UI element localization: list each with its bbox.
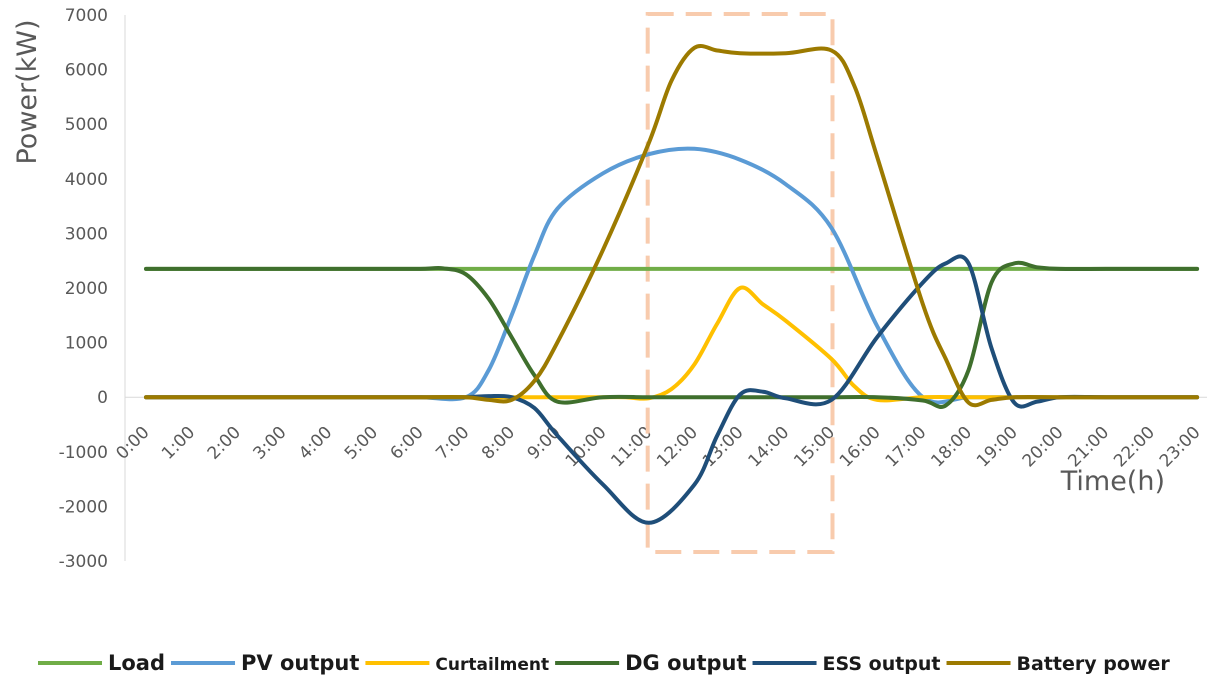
x-tick-label: 6:00 xyxy=(387,423,428,464)
series-line-dg-output xyxy=(144,260,1200,409)
x-tick-label: 20:00 xyxy=(1019,423,1068,472)
y-tick-label: 5000 xyxy=(65,115,108,135)
x-tick-label: 4:00 xyxy=(295,423,336,464)
y-tick-label: 1000 xyxy=(65,334,108,354)
x-tick-label: 12:00 xyxy=(653,423,702,472)
x-tick-label: 19:00 xyxy=(973,423,1022,472)
y-tick-label: -1000 xyxy=(59,443,108,463)
y-tick-label: 0 xyxy=(97,388,108,408)
x-tick-label: 23:00 xyxy=(1156,423,1205,472)
x-tick-label: 8:00 xyxy=(478,423,519,464)
highlight-box-layer xyxy=(645,12,835,554)
series-line-battery-power xyxy=(144,43,1200,408)
legend-label-ess-output: ESS output xyxy=(823,653,941,675)
x-axis-title: Time(h) xyxy=(1060,466,1165,497)
legend-label-load: Load xyxy=(108,651,165,675)
series-line-pv-output xyxy=(144,146,1200,405)
x-tick-label: 14:00 xyxy=(745,423,794,472)
x-tick-label: 2:00 xyxy=(204,423,245,464)
y-tick-label: -2000 xyxy=(59,497,108,517)
x-tick-label: 0:00 xyxy=(112,423,153,464)
legend-label-battery-power: Battery power xyxy=(1017,653,1171,675)
y-tick-label: 3000 xyxy=(65,224,108,244)
x-tick-label: 22:00 xyxy=(1110,423,1159,472)
y-tick-label: 4000 xyxy=(65,170,108,190)
legend-label-pv-output: PV output xyxy=(241,651,359,675)
x-tick-label: 17:00 xyxy=(882,423,931,472)
y-axis-title: Power(kW) xyxy=(12,19,43,164)
series-line-curtailment xyxy=(144,285,1200,403)
chart-axes: -3000 -2000 -1000 0 1000 2000 3000 4000 5000 6000… xyxy=(59,6,1207,572)
x-tick-label: 7:00 xyxy=(432,423,473,464)
y-tick-label: 2000 xyxy=(65,279,108,299)
x-tick-label: 21:00 xyxy=(1064,423,1113,472)
x-tick-label: 1:00 xyxy=(158,423,199,464)
legend-label-curtailment: Curtailment xyxy=(435,655,549,675)
y-tick-label: 6000 xyxy=(65,61,108,81)
legend: Load PV output Curtailment DG output ESS out… xyxy=(38,651,1170,675)
x-tick-label: 5:00 xyxy=(341,423,382,464)
x-tick-label: 3:00 xyxy=(249,423,290,464)
y-tick-label: 7000 xyxy=(65,6,108,26)
y-tick-label: -3000 xyxy=(59,552,108,572)
x-tick-label: 16:00 xyxy=(836,423,885,472)
legend-label-dg-output: DG output xyxy=(625,651,746,675)
x-tick-label: 9:00 xyxy=(524,423,565,464)
series-layer xyxy=(144,43,1200,525)
highlight-box xyxy=(645,12,835,554)
x-tick-label: 18:00 xyxy=(927,423,976,472)
